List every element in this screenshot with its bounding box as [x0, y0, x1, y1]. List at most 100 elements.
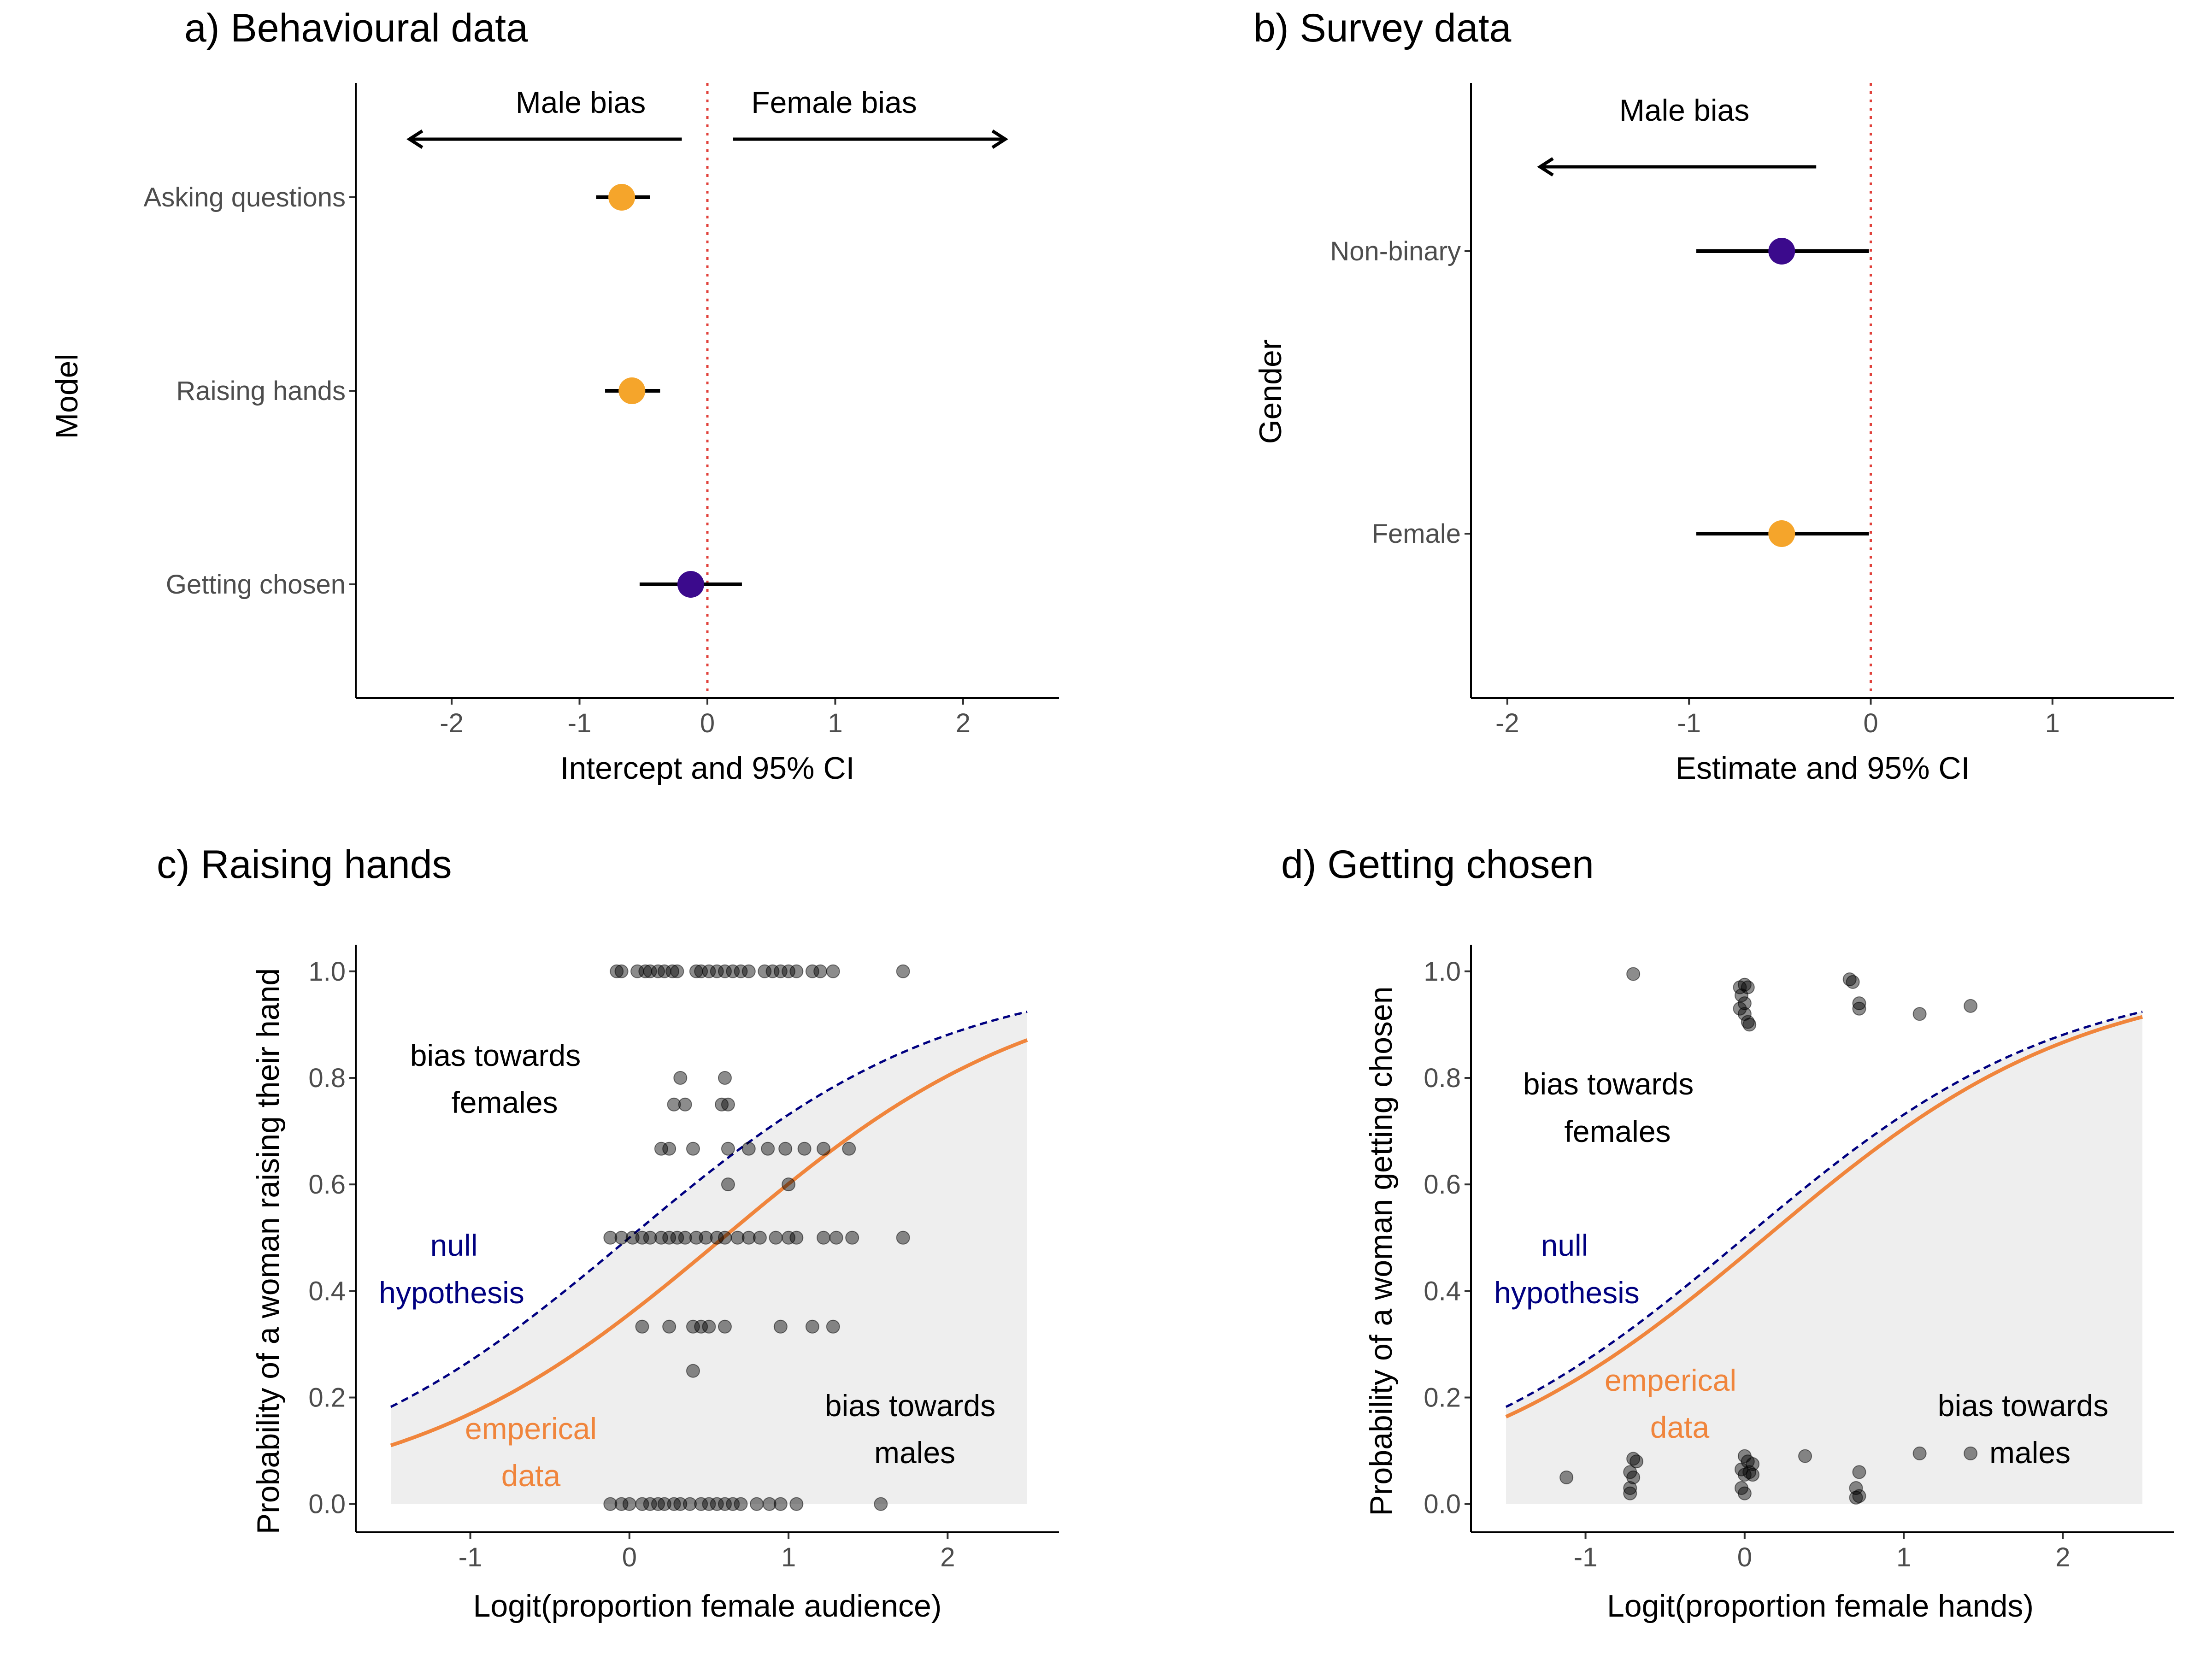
panel-c-null-hypothesis-curve	[390, 1011, 1028, 1408]
data-point	[702, 1319, 716, 1334]
panel-a-x-axis-title: Intercept and 95% CI	[560, 751, 855, 786]
data-point	[805, 964, 819, 978]
estimate-point	[608, 184, 635, 211]
x-tick-label: -1	[568, 708, 592, 738]
panel-a-title: a) Behavioural data	[184, 6, 528, 50]
data-point	[718, 964, 732, 978]
y-tick-label: 0.8	[1424, 1063, 1461, 1093]
data-point	[773, 1497, 788, 1511]
bias-towards-males-line2-d: males	[1989, 1435, 2071, 1470]
data-point	[710, 964, 724, 978]
y-tick-label: 0.0	[308, 1489, 346, 1519]
data-point	[826, 964, 840, 978]
data-point	[654, 1230, 668, 1245]
data-point	[1849, 1481, 1863, 1495]
data-point	[678, 1097, 692, 1112]
data-point	[721, 1097, 735, 1112]
male-bias-arrowhead	[406, 129, 424, 149]
data-point	[699, 1230, 713, 1245]
y-tick-label: 0.6	[308, 1170, 346, 1200]
data-point	[665, 964, 680, 978]
empirical-data-label-line2: data	[501, 1459, 561, 1493]
bias-towards-males-line1-d: bias towards	[1938, 1388, 2109, 1423]
null-hypothesis-label-line1-d: null	[1541, 1228, 1588, 1262]
x-tick-label: 1	[828, 708, 842, 738]
x-tick-label: -1	[1677, 708, 1701, 738]
panel-d-points	[1559, 967, 1978, 1505]
panel-c-points	[603, 964, 910, 1511]
data-point	[1746, 1468, 1760, 1482]
data-point	[769, 1230, 783, 1245]
estimate-point	[677, 571, 704, 598]
data-point	[1630, 1454, 1644, 1469]
data-point	[1623, 1486, 1637, 1500]
x-tick-label: -1	[1574, 1542, 1598, 1572]
data-point	[686, 1364, 700, 1378]
data-point	[667, 1097, 681, 1112]
data-point	[765, 964, 780, 978]
data-point	[896, 1230, 910, 1245]
bias-towards-females-line1-d: bias towards	[1523, 1067, 1694, 1101]
data-point	[1852, 996, 1866, 1011]
null-hypothesis-label-line2: hypothesis	[379, 1276, 524, 1310]
panel-b-x-axis-title: Estimate and 95% CI	[1676, 751, 1970, 786]
panel-c-ticks: -1 0 1 2 0.0 0.2 0.4 0.6 0.8 1.0	[308, 957, 955, 1572]
x-tick-label: 1	[1896, 1542, 1911, 1572]
y-tick-label: Non-binary	[1330, 236, 1461, 266]
empirical-data-label-line1: emperical	[465, 1412, 597, 1446]
panel-d-ticks: -1 0 1 2 0.0 0.2 0.4 0.6 0.8 1.0	[1424, 957, 2070, 1572]
y-tick-label: Getting chosen	[166, 570, 346, 600]
data-point	[789, 1497, 804, 1511]
data-point	[673, 1071, 688, 1085]
panel-c-annotations: bias towards females null hypothesis emp…	[379, 1038, 995, 1493]
data-point	[718, 1071, 732, 1085]
data-point	[842, 1141, 856, 1156]
data-point	[753, 1230, 767, 1245]
data-point	[1559, 1470, 1574, 1484]
x-tick-label: 1	[2045, 708, 2060, 738]
panel-d-null-hypothesis-curve	[1505, 1011, 2143, 1408]
panel-c-empirical-curve	[390, 1038, 1028, 1447]
data-point	[657, 1497, 671, 1511]
x-tick-label: 2	[940, 1542, 955, 1572]
panel-d-empirical-curve	[1505, 1015, 2143, 1419]
empirical-data-label-line2-d: data	[1650, 1410, 1710, 1444]
panel-a-ticks: Asking questions Raising hands Getting cho…	[144, 182, 971, 738]
data-point	[643, 1497, 657, 1511]
data-point	[635, 1497, 649, 1511]
data-point	[730, 1230, 745, 1245]
data-point	[797, 1141, 812, 1156]
data-point	[1737, 996, 1752, 1011]
data-point	[1742, 1018, 1757, 1032]
data-point	[1852, 1001, 1866, 1016]
data-point	[643, 1230, 657, 1245]
data-point	[643, 964, 657, 978]
data-point	[726, 964, 740, 978]
panel-a-bias-arrows	[406, 129, 1008, 149]
panel-d-getting-chosen: d) Getting chosen Probability of a woman…	[1281, 842, 2174, 1624]
x-tick-label: 0	[700, 708, 715, 738]
x-tick-label: 2	[956, 708, 971, 738]
data-point	[678, 1230, 692, 1245]
data-point	[1737, 1486, 1752, 1500]
bias-towards-females-line2-d: females	[1564, 1114, 1671, 1148]
estimate-point	[1768, 520, 1795, 547]
data-point	[689, 1230, 703, 1245]
data-point	[734, 964, 748, 978]
data-point	[614, 1497, 629, 1511]
data-point	[826, 1319, 840, 1334]
male-bias-label: Male bias	[516, 85, 646, 119]
data-point	[670, 1230, 684, 1245]
data-point	[789, 964, 804, 978]
data-point	[610, 964, 624, 978]
data-point	[654, 1141, 668, 1156]
y-tick-label: 1.0	[308, 957, 346, 987]
data-point	[694, 964, 708, 978]
y-tick-label: 1.0	[1424, 957, 1461, 987]
data-point	[782, 964, 796, 978]
panel-b-survey-data: b) Survey data Gender Estimate and 95% C…	[1253, 6, 2174, 786]
panel-c-title: c) Raising hands	[157, 842, 452, 887]
data-point	[734, 1497, 748, 1511]
panel-d-annotations: bias towards females null hypothesis emp…	[1494, 1067, 2108, 1470]
panel-d-x-axis-title: Logit(proportion female hands)	[1607, 1588, 2034, 1624]
